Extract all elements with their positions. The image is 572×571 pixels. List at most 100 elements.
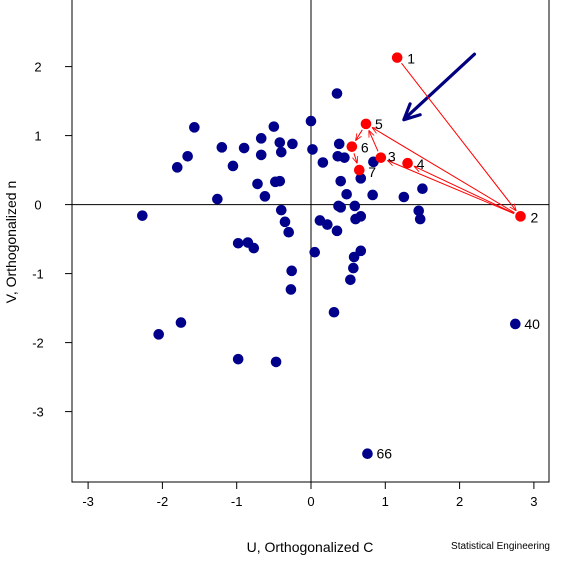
data-point <box>283 226 295 238</box>
highlight-point-label: 2 <box>531 209 539 225</box>
data-point <box>252 178 263 190</box>
highlight-point-label: 1 <box>407 51 415 67</box>
data-point <box>212 193 223 205</box>
data-point <box>274 175 286 187</box>
data-point <box>153 329 164 340</box>
highlight-point-label: 6 <box>361 140 369 156</box>
data-point <box>274 137 286 148</box>
data-point <box>259 191 271 202</box>
data-point <box>331 88 343 99</box>
highlight-point <box>353 164 365 176</box>
highlight-point-label: 3 <box>388 149 396 165</box>
highlight-point <box>515 211 526 222</box>
data-point <box>268 121 280 132</box>
data-point <box>348 262 359 274</box>
highlight-path-segment <box>368 130 379 152</box>
point-labels-layer: 40 66 1 2 3 4 56 7 <box>361 51 540 462</box>
y-tick-label: -3 <box>32 405 44 420</box>
data-point <box>287 138 298 150</box>
data-point <box>355 173 367 184</box>
data-point <box>175 317 187 328</box>
data-point <box>182 151 193 162</box>
data-point <box>398 191 410 203</box>
data-point <box>285 284 297 295</box>
highlight-point-label: 7 <box>368 164 376 180</box>
data-point <box>328 306 340 318</box>
data-point <box>286 265 297 277</box>
data-point <box>333 138 345 150</box>
highlight-point <box>360 118 372 130</box>
highlight-path-layer <box>354 62 516 215</box>
highlight-point <box>402 157 413 169</box>
data-point <box>189 122 200 133</box>
data-point <box>355 211 367 222</box>
footer-credit: Statistical Engineering <box>451 541 550 552</box>
data-point <box>414 213 426 225</box>
data-point <box>367 189 378 201</box>
data-point <box>216 142 228 153</box>
data-point <box>331 225 343 237</box>
data-point <box>345 274 356 286</box>
data-point <box>413 205 425 217</box>
y-tick-label: 2 <box>34 60 41 75</box>
data-point-labeled <box>362 448 373 459</box>
data-point <box>355 245 367 257</box>
data-point <box>238 142 250 154</box>
data-point <box>339 152 350 163</box>
data-point <box>255 149 267 161</box>
x-tick-label: 2 <box>456 494 463 509</box>
y-tick-label: -2 <box>32 336 44 351</box>
x-tick-label: 3 <box>530 494 537 509</box>
data-point <box>317 157 329 168</box>
axes-layer: -3 -2 -1 0 1 2 3 -3 -2 -1 0 1 2 <box>32 0 549 509</box>
y-tick-label: 0 <box>34 198 41 213</box>
data-point <box>279 216 291 228</box>
x-tick-label: -2 <box>157 494 169 509</box>
data-point <box>348 251 360 263</box>
data-point <box>349 200 361 212</box>
highlight-point-label: 4 <box>417 156 425 172</box>
data-point <box>227 160 239 172</box>
highlight-point-label: 5 <box>375 116 383 132</box>
data-point <box>248 242 260 254</box>
annotation-arrow-head <box>402 102 422 122</box>
highlight-points-layer <box>346 52 526 222</box>
highlight-point <box>346 141 358 152</box>
data-point <box>137 210 148 221</box>
data-point <box>341 188 352 200</box>
data-point <box>171 162 183 173</box>
x-tick-label: -1 <box>231 494 243 509</box>
data-point <box>275 204 287 216</box>
x-tick-label: 1 <box>382 494 389 509</box>
points-layer <box>137 88 521 459</box>
data-point-labeled <box>510 318 521 330</box>
point-label: 40 <box>524 316 540 332</box>
data-point <box>417 183 428 195</box>
highlight-path-segment <box>401 62 516 211</box>
highlight-path-segment <box>356 129 363 141</box>
data-point <box>335 202 347 213</box>
data-point <box>275 146 287 158</box>
data-point <box>322 219 333 230</box>
x-tick-label: 0 <box>307 494 314 509</box>
x-axis-title: U, Orthogonalized C <box>247 539 374 555</box>
highlight-path-segment <box>414 166 515 214</box>
data-point <box>232 353 244 365</box>
y-tick-label: 1 <box>34 129 41 144</box>
data-point <box>309 246 321 258</box>
highlight-path-segment <box>387 159 515 215</box>
highlight-path-segment <box>372 127 515 214</box>
data-point <box>307 144 318 155</box>
y-tick-label: -1 <box>32 267 44 282</box>
data-point <box>335 175 347 187</box>
data-point <box>255 133 267 144</box>
y-axis-title: V, Orthogonalized n <box>3 181 19 303</box>
x-tick-label: -3 <box>82 494 94 509</box>
point-label: 66 <box>376 446 392 462</box>
highlight-point <box>391 52 403 63</box>
highlight-point <box>375 152 387 163</box>
data-point <box>232 237 244 249</box>
highlight-path-segment <box>354 153 357 163</box>
data-point <box>270 356 282 368</box>
